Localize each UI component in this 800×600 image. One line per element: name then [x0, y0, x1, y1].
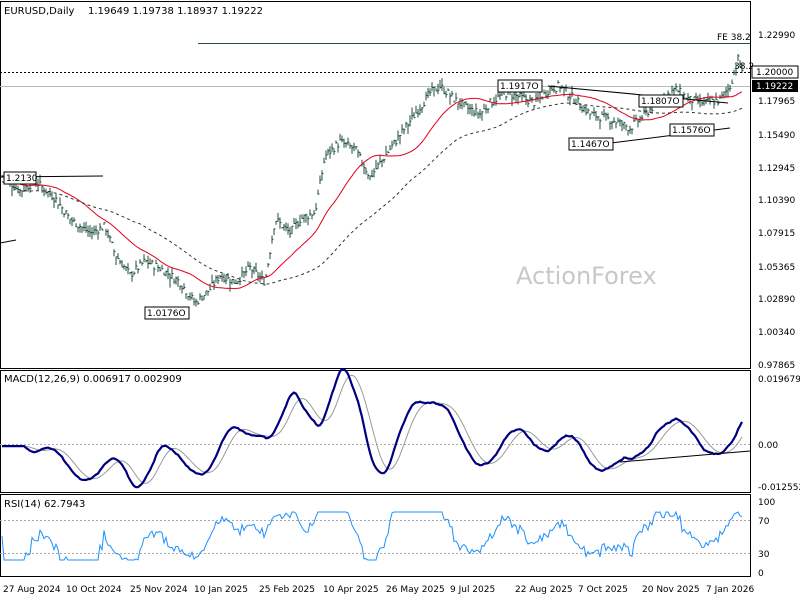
level-382-label: 38.2: [734, 62, 754, 72]
label-1-1917-text: 1.1917O: [500, 82, 539, 92]
x-tick-1: 27 Aug 2024: [3, 585, 61, 595]
price-panel-frame: [0, 1, 751, 369]
fe-label: FE 38.2: [717, 33, 751, 43]
rsi-tick-70: 70: [758, 517, 770, 527]
price-tick-10: 1.02890: [758, 295, 795, 305]
price-tick-12: 0.97865: [758, 361, 795, 371]
macd-tick-2: 0.00: [758, 441, 778, 451]
label-1-1917-box: [497, 79, 543, 93]
label-1-1467-text: 1.1467O: [571, 140, 610, 150]
x-tick-2: 10 Oct 2024: [66, 585, 122, 595]
macd-title: MACD(12,26,9) 0.006917 0.002909: [4, 374, 182, 385]
price-tick-8: 1.07915: [758, 229, 795, 239]
rsi-tick-30: 30: [758, 550, 770, 560]
round-level-box: [751, 65, 799, 79]
price-panel: EURUSD,Daily 1.19649 1.19738 1.18937 1.1…: [0, 1, 799, 371]
label-1-1576: 1.1576O: [669, 123, 715, 137]
x-tick-12: 7 Jan 2026: [706, 585, 754, 595]
macd-panel-frame: [0, 370, 751, 493]
label-1-0176-box: [144, 306, 190, 320]
price-tick-3: 1.19222: [756, 82, 793, 92]
current-price-box: [752, 80, 798, 92]
label-1-1917: 1.1917O: [497, 79, 543, 93]
rsi-panel-frame: [0, 494, 751, 577]
symbol-header: EURUSD,Daily: [4, 6, 75, 17]
x-tick-7: 26 May 2025: [386, 585, 445, 595]
label-1-0176: 1.0176O: [144, 306, 190, 320]
price-tick-7: 1.10390: [758, 196, 795, 206]
x-tick-3: 25 Nov 2024: [130, 585, 188, 595]
rsi-tick-100: 100: [758, 498, 775, 508]
macd-trendline: [619, 450, 751, 463]
label-1-2130-box: [3, 171, 37, 185]
rsi-title: RSI(14) 62.7943: [4, 499, 85, 510]
label-1-1467-box: [568, 137, 614, 151]
time-axis: 27 Aug 2024 10 Oct 2024 25 Nov 2024 10 J…: [3, 585, 754, 595]
label-1-1807-text: 1.1807O: [641, 97, 680, 107]
rsi-line: [1, 510, 743, 561]
price-candles: [1, 54, 744, 307]
rsi-tick-0: 0: [758, 569, 764, 579]
label-1-1576-text: 1.1576O: [672, 126, 711, 136]
label-1-2130-text: 1.2130: [6, 174, 38, 184]
price-tick-9: 1.05365: [758, 263, 795, 273]
macd-tick-1: 0.019679: [758, 375, 800, 385]
label-1-1807: 1.1807O: [638, 94, 684, 108]
x-tick-8: 9 Jul 2025: [450, 585, 495, 595]
label-1-0176-text: 1.0176O: [147, 309, 186, 319]
rsi-panel: RSI(14) 62.7943 100 70 30 0: [0, 494, 775, 579]
label-1-1576-box: [669, 123, 715, 137]
x-tick-10: 7 Oct 2025: [578, 585, 628, 595]
price-tick-1: 1.22990: [758, 31, 795, 41]
price-tick-11: 1.00340: [758, 328, 795, 338]
label-1-1807-box: [638, 94, 684, 108]
macd-signal-line: [2, 374, 743, 484]
macd-main-line: [2, 368, 743, 489]
stub-line-left: [0, 239, 17, 244]
label-1-2130: 1.2130: [3, 171, 38, 185]
watermark: ActionForex: [516, 262, 657, 290]
triangle-upper: [547, 85, 729, 104]
x-tick-6: 10 Apr 2025: [323, 585, 379, 595]
x-tick-11: 20 Nov 2025: [642, 585, 700, 595]
price-tick-4: 1.17965: [758, 97, 795, 107]
sma-red-line: [1, 91, 743, 290]
ohlc-header: 1.19649 1.19738 1.18937 1.19222: [88, 6, 263, 17]
macd-panel: MACD(12,26,9) 0.006917 0.002909 0.019679…: [0, 368, 800, 493]
label-1-1467: 1.1467O: [568, 137, 614, 151]
x-tick-4: 10 Jan 2025: [194, 585, 248, 595]
x-tick-5: 25 Feb 2025: [259, 585, 315, 595]
macd-tick-3: -0.012552: [758, 483, 800, 493]
price-tick-5: 1.15490: [758, 131, 795, 141]
price-tick-2: 1.20000: [756, 68, 793, 78]
price-axis: 1.22990 1.20000 1.19222 1.17965 1.15490 …: [751, 31, 799, 371]
price-tick-6: 1.12945: [758, 164, 795, 174]
x-tick-9: 22 Aug 2025: [515, 585, 573, 595]
